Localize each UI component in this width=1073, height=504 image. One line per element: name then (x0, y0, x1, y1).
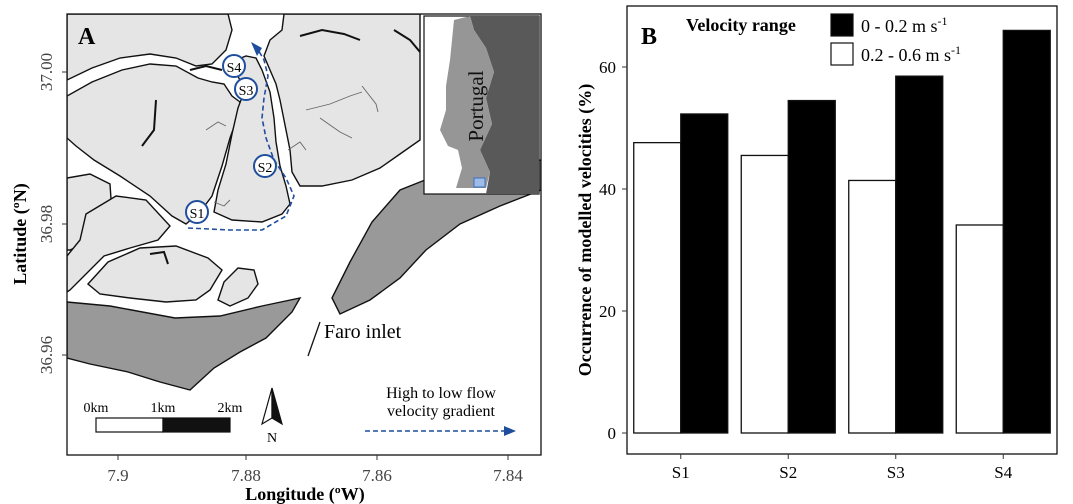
map-x-axis: 7.9 7.88 7.86 7.84 (107, 455, 523, 485)
marsh-island-small (217, 267, 259, 307)
map-y-tick-1: 36.98 (37, 205, 56, 243)
marsh-streams (205, 85, 379, 207)
bar-s4-series-0 (1002, 29, 1051, 434)
scale-label-1: 1km (151, 401, 176, 416)
inset-country-label: Portugal (464, 70, 488, 141)
map-x-tick-2: 7.86 (362, 466, 392, 485)
legend-sup-series-1: -1 (951, 43, 961, 57)
map-y-tick-2: 37.00 (37, 53, 56, 91)
bar-s2-series-0 (787, 99, 836, 434)
station-marker-s4: S4 (222, 54, 246, 78)
chart-x-axis: S1 S2 S3 S4 (672, 454, 1013, 482)
station-marker-s1: S1 (185, 200, 209, 224)
chart-y-axis-label: Occurrence of modelled velocities (%) (575, 84, 596, 377)
chart-y-axis: 0 20 40 60 (599, 58, 627, 443)
station-label-s4: S4 (227, 61, 242, 76)
x-tick-label-1: S2 (779, 463, 797, 482)
creek-4 (299, 28, 361, 41)
faro-inlet-label: Faro inlet (324, 321, 402, 343)
legend-swatch-series-1 (830, 42, 854, 66)
chart-bars (633, 29, 1051, 434)
inset-portugal (440, 16, 494, 188)
north-label: N (267, 431, 277, 446)
scale-bar: 0km 1km 2km (84, 401, 243, 433)
legend-title: Velocity range (686, 15, 796, 35)
inset-spain (470, 16, 539, 194)
station-label-s2: S2 (258, 161, 273, 176)
map-y-axis: 36.96 36.98 37.00 (37, 53, 67, 374)
flow-route-arrowhead (251, 42, 262, 56)
map-frame (66, 13, 542, 456)
y-tick-label-1: 20 (599, 302, 616, 321)
gradient-arrowhead (504, 426, 516, 436)
marsh-north-west (67, 14, 233, 81)
marsh-west (67, 63, 241, 225)
barrier-island-east (331, 159, 541, 315)
gradient-label-line1: High to low flow (386, 385, 496, 402)
gradient-label-line2: velocity gradient (387, 403, 496, 420)
x-tick-label-3: S4 (994, 463, 1012, 482)
legend-label-series-0: 0 - 0.2 m s-1 (861, 14, 948, 36)
bar-s1-series-1 (633, 141, 682, 434)
bar-s4-series-1 (955, 224, 1004, 434)
legend-label-series-1: 0.2 - 0.6 m s-1 (861, 43, 961, 65)
creek-5 (393, 29, 421, 53)
bar-s2-series-1 (740, 154, 789, 434)
scale-label-0: 0km (84, 401, 109, 416)
station-label-s1: S1 (190, 207, 205, 222)
map-x-axis-label: Longitude (ºW) (245, 484, 364, 504)
y-tick-label-2: 40 (599, 180, 616, 199)
bar-s1-series-0 (680, 113, 729, 434)
x-tick-label-0: S1 (672, 463, 690, 482)
legend-swatch-series-0 (830, 13, 854, 37)
scale-label-2: 2km (218, 401, 243, 416)
marsh-central (213, 55, 291, 223)
panel-b-label: B (641, 24, 657, 50)
creek-2 (149, 250, 169, 265)
bar-chart-panel: 0 20 40 60 S1 S2 S3 S4 B Occurrence of modelle… (575, 5, 1058, 482)
legend-name-series-1: 0.2 - 0.6 m s (861, 45, 951, 65)
map-panel: S1 S2 S3 S4 Portugal Faro inlet (10, 13, 542, 504)
inset-study-area (473, 177, 486, 188)
map-x-tick-3: 7.84 (493, 466, 523, 485)
map-x-tick-0: 7.9 (107, 466, 128, 485)
station-marker-s2: S2 (253, 154, 277, 178)
legend-name-series-0: 0 - 0.2 m s (861, 16, 938, 36)
chart-legend: Velocity range 0 - 0.2 m s-1 0.2 - 0.6 m… (686, 13, 961, 66)
map-y-axis-label: Latitude (ºN) (10, 183, 31, 284)
map-x-tick-1: 7.88 (231, 466, 261, 485)
y-tick-label-3: 60 (599, 58, 616, 77)
panel-a-label: A (78, 24, 96, 50)
station-marker-s3: S3 (234, 77, 258, 101)
legend-sup-series-0: -1 (938, 14, 948, 28)
map-y-tick-0: 36.96 (37, 336, 56, 374)
bar-s3-series-1 (848, 179, 897, 434)
y-tick-label-0: 0 (608, 424, 617, 443)
north-arrow-icon: N (261, 387, 283, 446)
station-label-s3: S3 (239, 84, 254, 99)
marsh-island-south (86, 245, 223, 303)
marsh-island-west-2 (67, 195, 171, 293)
barrier-island-south (67, 296, 302, 391)
bar-s3-series-0 (895, 75, 944, 434)
creek-3 (189, 64, 223, 71)
inset-map: Portugal (423, 15, 540, 195)
x-tick-label-2: S3 (887, 463, 905, 482)
faro-inlet-leader (307, 321, 321, 357)
creek-1 (141, 99, 157, 147)
marsh-east (263, 14, 421, 187)
